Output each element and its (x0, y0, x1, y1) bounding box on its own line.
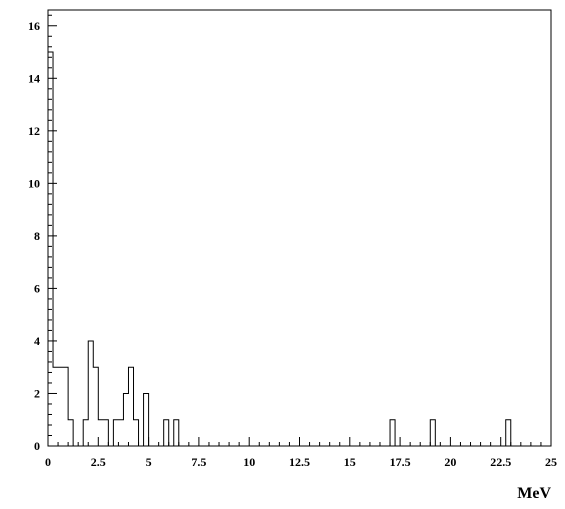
x-tick-label: 7.5 (191, 455, 206, 469)
histogram-bin (430, 420, 435, 446)
x-tick-label: 22.5 (490, 455, 511, 469)
histogram-bin (68, 420, 73, 446)
histogram-bin (164, 420, 169, 446)
y-tick-label: 2 (34, 386, 40, 400)
y-tick-label: 8 (34, 229, 40, 243)
y-tick-label: 10 (28, 176, 40, 190)
histogram-bin (144, 393, 149, 446)
x-tick-label: 12.5 (289, 455, 310, 469)
histogram-bin (98, 420, 108, 446)
x-tick-label: 2.5 (91, 455, 106, 469)
x-tick-label: 5 (146, 455, 152, 469)
x-tick-label: 0 (45, 455, 51, 469)
histogram-bin (506, 420, 511, 446)
x-tick-label: 10 (243, 455, 255, 469)
histogram-bars (47, 51, 551, 447)
histogram-bin (88, 341, 93, 446)
x-tick-label: 25 (545, 455, 557, 469)
plot-frame (47, 9, 552, 447)
x-axis-title: MeV (517, 485, 551, 502)
y-tick-label: 12 (28, 124, 40, 138)
histogram-bin (134, 420, 139, 446)
x-tick-label: 15 (344, 455, 356, 469)
histogram-bin (48, 52, 53, 446)
y-tick-label: 16 (28, 19, 40, 33)
y-tick-label: 6 (34, 281, 40, 295)
y-tick-label: 0 (34, 439, 40, 453)
histogram-bin (174, 420, 179, 446)
histogram-bin (390, 420, 395, 446)
y-axis-ticks: 0 2 4 6 8 10 12 14 16 (28, 14, 57, 453)
x-axis-ticks: 0 2.5 5 7.5 10 12.5 15 17.5 20 22.5 25 (45, 437, 557, 469)
histogram-bin (83, 420, 88, 446)
histogram-bin (123, 393, 128, 446)
x-tick-label: 17.5 (390, 455, 411, 469)
histogram-bin (128, 367, 133, 446)
y-tick-label: 14 (28, 71, 40, 85)
histogram-bin (93, 367, 98, 446)
y-tick-label: 4 (34, 334, 40, 348)
histogram-outline (47, 51, 551, 447)
x-tick-label: 20 (444, 455, 456, 469)
histogram-bin (53, 367, 68, 446)
